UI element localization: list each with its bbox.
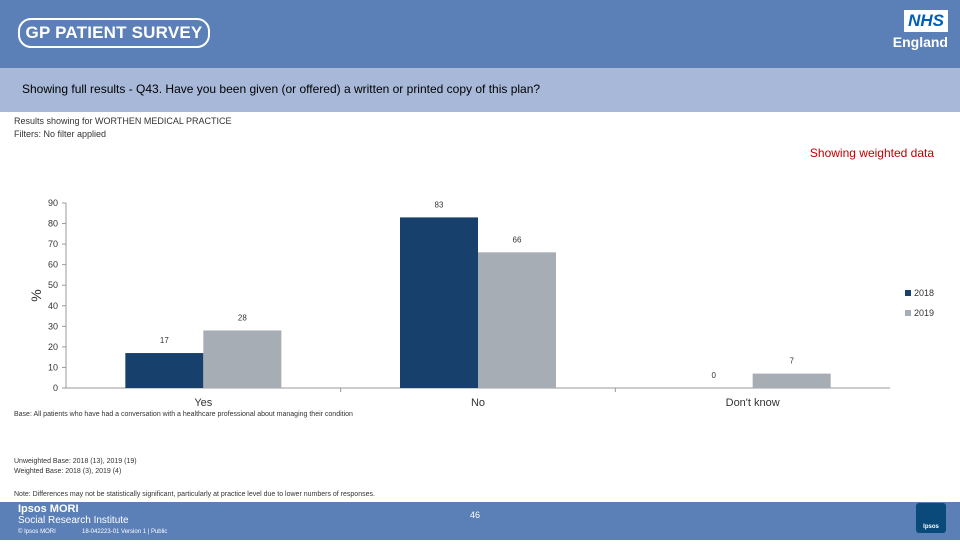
y-tick-label: 70	[48, 239, 58, 249]
bar-2019	[478, 252, 556, 388]
y-tick-label: 50	[48, 280, 58, 290]
data-label: 83	[435, 200, 444, 209]
question-bar: Showing full results - Q43. Have you bee…	[0, 68, 960, 112]
data-label: 0	[711, 371, 716, 380]
legend-swatch	[905, 310, 911, 316]
y-tick-label: 80	[48, 219, 58, 229]
legend-swatch	[905, 290, 911, 296]
bar-2019	[752, 373, 831, 388]
reference-text: 18-042223-01 Version 1 | Public	[82, 529, 168, 535]
weighted-base-note: Weighted Base: 2018 (3), 2019 (4)	[14, 468, 122, 475]
copyright-text: © Ipsos MORI	[18, 529, 56, 535]
x-tick-label: No	[471, 397, 485, 409]
x-tick-label: Yes	[194, 397, 212, 409]
data-label: 17	[160, 336, 169, 345]
gp-patient-survey-logo: GP PATIENT SURVEY	[18, 18, 210, 48]
y-tick-label: 60	[48, 260, 58, 270]
y-tick-label: 0	[53, 383, 58, 393]
ipsos-logo-icon: Ipsos	[916, 503, 946, 533]
weighted-data-label: Showing weighted data	[809, 146, 934, 160]
ipsos-mori-subtitle: Social Research Institute	[18, 515, 129, 526]
results-for-text: Results showing for WORTHEN MEDICAL PRAC…	[14, 116, 232, 126]
nhs-england-logo: NHS England	[888, 10, 948, 50]
header-bar: GP PATIENT SURVEY NHS England	[0, 0, 960, 68]
bar-2018	[125, 353, 204, 388]
unweighted-base-note: Unweighted Base: 2018 (13), 2019 (19)	[14, 458, 137, 465]
disclaimer-note: Note: Differences may not be statistical…	[14, 491, 375, 498]
ipsos-mori-name: Ipsos MORI	[18, 503, 79, 515]
y-tick-label: 30	[48, 321, 58, 331]
question-text: Showing full results - Q43. Have you bee…	[22, 82, 541, 96]
x-tick-label: Don't know	[726, 397, 780, 409]
legend-label: 2019	[914, 308, 934, 318]
filters-text: Filters: No filter applied	[14, 129, 107, 139]
y-tick-label: 20	[48, 342, 58, 352]
bar-2018	[400, 217, 478, 388]
y-tick-label: 90	[48, 198, 58, 208]
ipsos-mori-logo: Ipsos MORI Social Research Institute	[18, 503, 129, 527]
bar-2019	[203, 330, 282, 388]
legend-label: 2018	[914, 288, 934, 298]
data-label: 66	[513, 235, 522, 244]
y-tick-label: 40	[48, 301, 58, 311]
y-tick-label: 10	[48, 362, 58, 372]
data-label: 28	[238, 313, 247, 322]
base-note: Base: All patients who have had a conver…	[14, 411, 353, 418]
data-label: 7	[789, 357, 794, 366]
page-number: 46	[470, 510, 481, 520]
nhs-logo-text: NHS	[904, 10, 948, 32]
nhs-logo-subtext: England	[892, 34, 948, 50]
y-axis-label: %	[28, 289, 44, 301]
footer-bar: Ipsos MORI Social Research Institute © I…	[0, 502, 960, 540]
